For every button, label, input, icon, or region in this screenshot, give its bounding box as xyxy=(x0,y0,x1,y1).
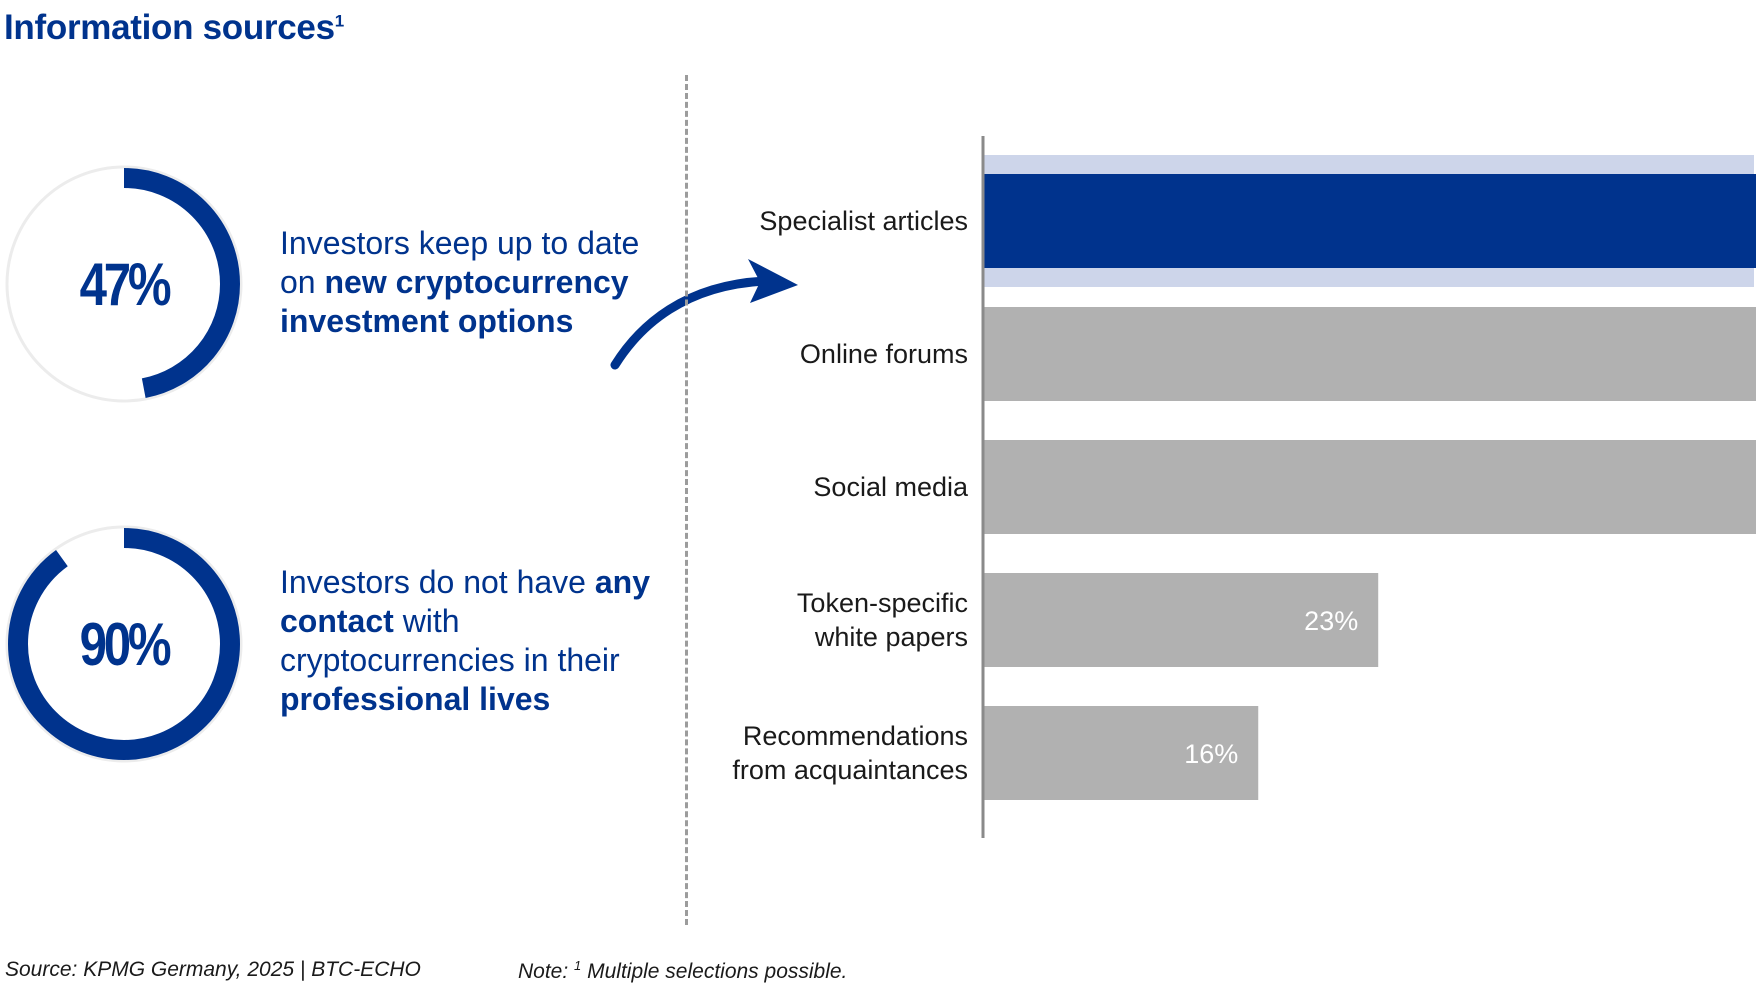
bar-4 xyxy=(984,573,1379,667)
ring-track-1 xyxy=(5,165,243,403)
section-divider xyxy=(685,75,688,925)
category-label-4-line-1: Token-specific xyxy=(797,588,968,618)
category-label-1: Specialist articles xyxy=(759,206,968,236)
stat-2-text-bold-b: professional lives xyxy=(280,681,551,717)
page-title: Information sources1 xyxy=(4,8,344,48)
category-label-5-line-2: from acquaintances xyxy=(732,755,968,785)
stat-2-text-plain-b: with cryptocurrencies in their xyxy=(280,603,620,678)
stat-ring-1: 47% xyxy=(4,164,244,404)
bar-value-label-5: 16% xyxy=(1184,739,1238,769)
title-footnote-mark: 1 xyxy=(334,11,344,31)
source-note: Source: KPMG Germany, 2025 | BTC-ECHO xyxy=(5,958,421,981)
bar-5 xyxy=(984,706,1259,800)
category-label-4-line-2: white papers xyxy=(814,622,968,652)
arrow-right-icon xyxy=(610,259,798,370)
footnote: Note: 1 Multiple selections possible. xyxy=(518,958,847,984)
ring-progress-arc-1 xyxy=(8,168,240,400)
bar-3 xyxy=(984,440,1756,534)
stat-1-text-bold-a: new cryptocurrency investment options xyxy=(280,264,629,339)
ring-track-2 xyxy=(5,525,243,763)
stat-percent-1: 47% xyxy=(79,250,172,318)
stat-2-text-bold-a: any contact xyxy=(280,564,650,639)
stat-text-1: Investors keep up to date on new cryptoc… xyxy=(280,224,680,341)
footnote-prefix: Note: xyxy=(518,960,575,983)
category-label-3: Social media xyxy=(813,472,969,502)
ring-progress-arc-2 xyxy=(8,528,240,760)
stat-percent-2: 90% xyxy=(79,610,172,678)
stat-2-text-plain-a: Investors do not have xyxy=(280,564,595,600)
bar-2 xyxy=(984,307,1756,401)
category-label-5-line-1: Recommendations xyxy=(743,721,968,751)
donut-chart-2 xyxy=(5,525,243,763)
stat-text-2: Investors do not have any contact with c… xyxy=(280,563,680,719)
title-text: Information sources xyxy=(4,8,335,47)
footnote-mark: 1 xyxy=(574,958,582,973)
bar-value-label-4: 23% xyxy=(1304,606,1358,636)
bar-1 xyxy=(984,174,1756,268)
category-label-2: Online forums xyxy=(800,339,968,369)
donut-chart-1 xyxy=(5,165,243,403)
stat-1-text-plain-a: Investors keep up to date on xyxy=(280,225,640,300)
stat-ring-2: 90% xyxy=(4,524,244,764)
footnote-text: Multiple selections possible. xyxy=(581,960,848,983)
